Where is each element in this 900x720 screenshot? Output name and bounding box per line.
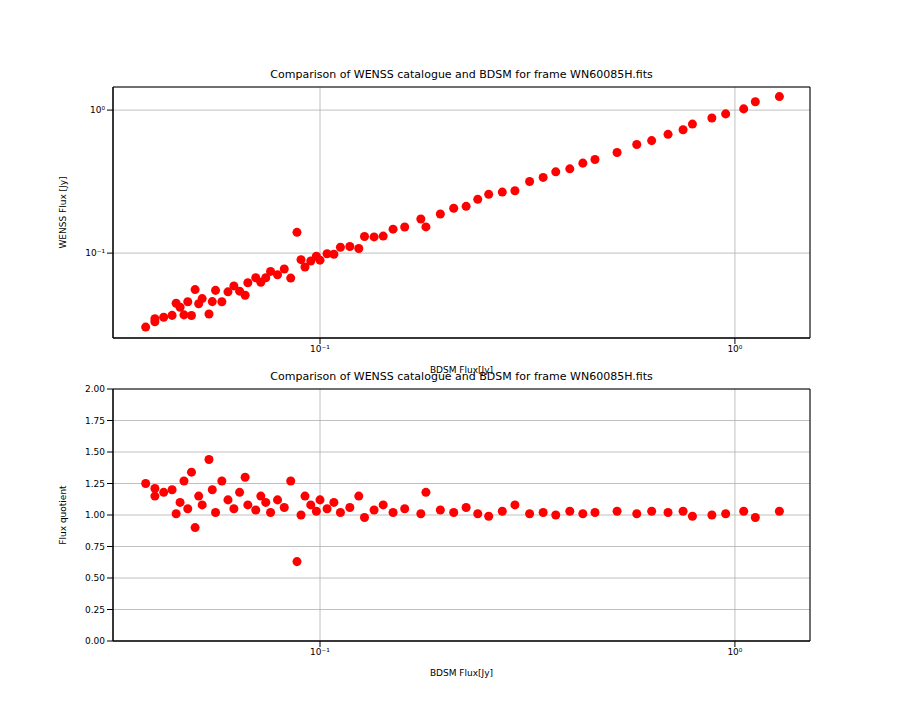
svg-text:1.25: 1.25 — [85, 479, 105, 489]
svg-text:1.50: 1.50 — [85, 447, 105, 457]
svg-text:WENSS Flux [Jy]: WENSS Flux [Jy] — [58, 176, 68, 248]
svg-text:2.00: 2.00 — [85, 384, 105, 394]
svg-text:1.75: 1.75 — [85, 416, 105, 426]
svg-text:10⁰: 10⁰ — [727, 344, 742, 354]
html-text:Comparison of WENSS catalogue: Comparison of WENSS catalogue and BDSM f… — [270, 370, 653, 383]
svg-text:BDSM Flux[Jy]: BDSM Flux[Jy] — [430, 668, 493, 678]
svg-text:0.00: 0.00 — [85, 636, 105, 646]
svg-text:1.00: 1.00 — [85, 510, 105, 520]
html-text:Comparison of WENSS catalogue: Comparison of WENSS catalogue and BDSM f… — [270, 68, 653, 81]
svg-text:Flux quotient: Flux quotient — [58, 485, 68, 545]
svg-text:0.75: 0.75 — [85, 542, 105, 552]
svg-text:10⁻¹: 10⁻¹ — [310, 647, 330, 657]
svg-text:0.50: 0.50 — [85, 573, 105, 583]
svg-text:10⁻¹: 10⁻¹ — [310, 344, 330, 354]
svg-text:10⁻¹: 10⁻¹ — [85, 248, 105, 258]
svg-text:0.25: 0.25 — [85, 605, 105, 615]
svg-text:10⁰: 10⁰ — [90, 105, 105, 115]
svg-text:10⁰: 10⁰ — [727, 647, 742, 657]
